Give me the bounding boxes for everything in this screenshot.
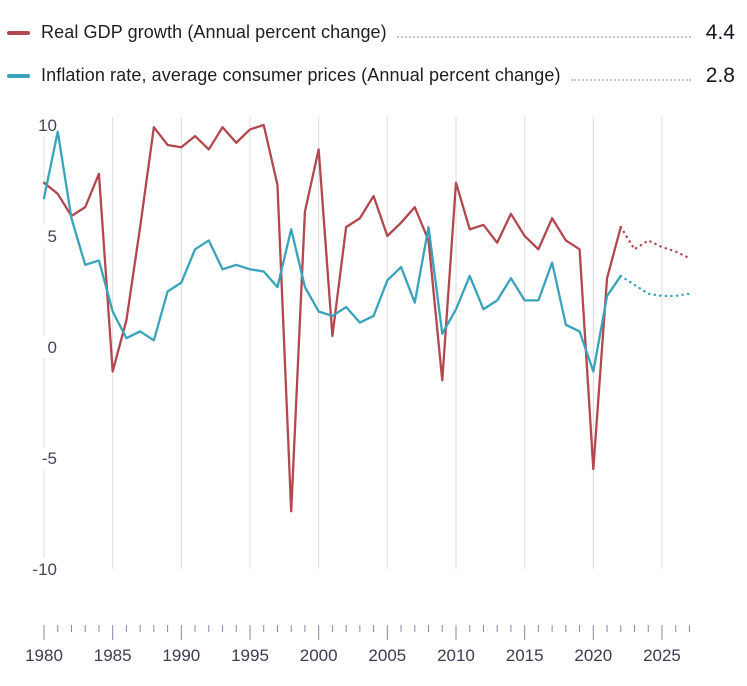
- x-axis-label-1980: 1980: [25, 646, 63, 665]
- x-axis-label-1985: 1985: [94, 646, 132, 665]
- inflation-leader-dots: [570, 77, 691, 81]
- x-axis-label-2005: 2005: [368, 646, 406, 665]
- x-axis-label-2025: 2025: [643, 646, 681, 665]
- inflation-selected-year-value: 2.8: [705, 63, 735, 87]
- y-axis-label-halo: [16, 558, 60, 580]
- x-axis-label-1995: 1995: [231, 646, 269, 665]
- y-axis-label-5: 5: [48, 227, 57, 246]
- gdp-growth-forecast-line[interactable]: [619, 225, 691, 260]
- gdp-selected-year-value: 4.4: [705, 20, 735, 44]
- x-axis-label-2000: 2000: [300, 646, 338, 665]
- x-axis-label-2010: 2010: [437, 646, 475, 665]
- inflation-legend-label: Inflation rate, average consumer prices …: [41, 65, 561, 85]
- legend-item-inflation-rate[interactable]: Inflation rate, average consumer prices …: [7, 63, 735, 88]
- legend-item-gdp-growth[interactable]: Real GDP growth (Annual percent change) …: [7, 20, 735, 45]
- x-axis-label-2015: 2015: [506, 646, 544, 665]
- inflation-rate-line[interactable]: [42, 130, 622, 373]
- gdp-legend-label: Real GDP growth (Annual percent change): [41, 22, 387, 42]
- y-axis-label-10: 10: [38, 116, 57, 135]
- y-axis-label-halo: [16, 336, 60, 358]
- y-axis-label--5: -5: [42, 449, 57, 468]
- y-axis-label-halo: [16, 225, 60, 247]
- inflation-rate-forecast-line[interactable]: [619, 274, 691, 298]
- y-axis-label-halo: [16, 447, 60, 469]
- gdp-line-swatch: [7, 30, 30, 35]
- x-axis-label-1990: 1990: [162, 646, 200, 665]
- y-axis-label-halo: [16, 114, 60, 136]
- gdp-growth-line[interactable]: [42, 123, 622, 513]
- gdp-leader-dots: [396, 34, 691, 38]
- inflation-line-swatch: [7, 73, 30, 78]
- y-axis-label-0: 0: [48, 338, 57, 357]
- legend: Real GDP growth (Annual percent change) …: [0, 0, 747, 106]
- x-axis-label-2020: 2020: [574, 646, 612, 665]
- y-axis-label--10: -10: [32, 560, 57, 579]
